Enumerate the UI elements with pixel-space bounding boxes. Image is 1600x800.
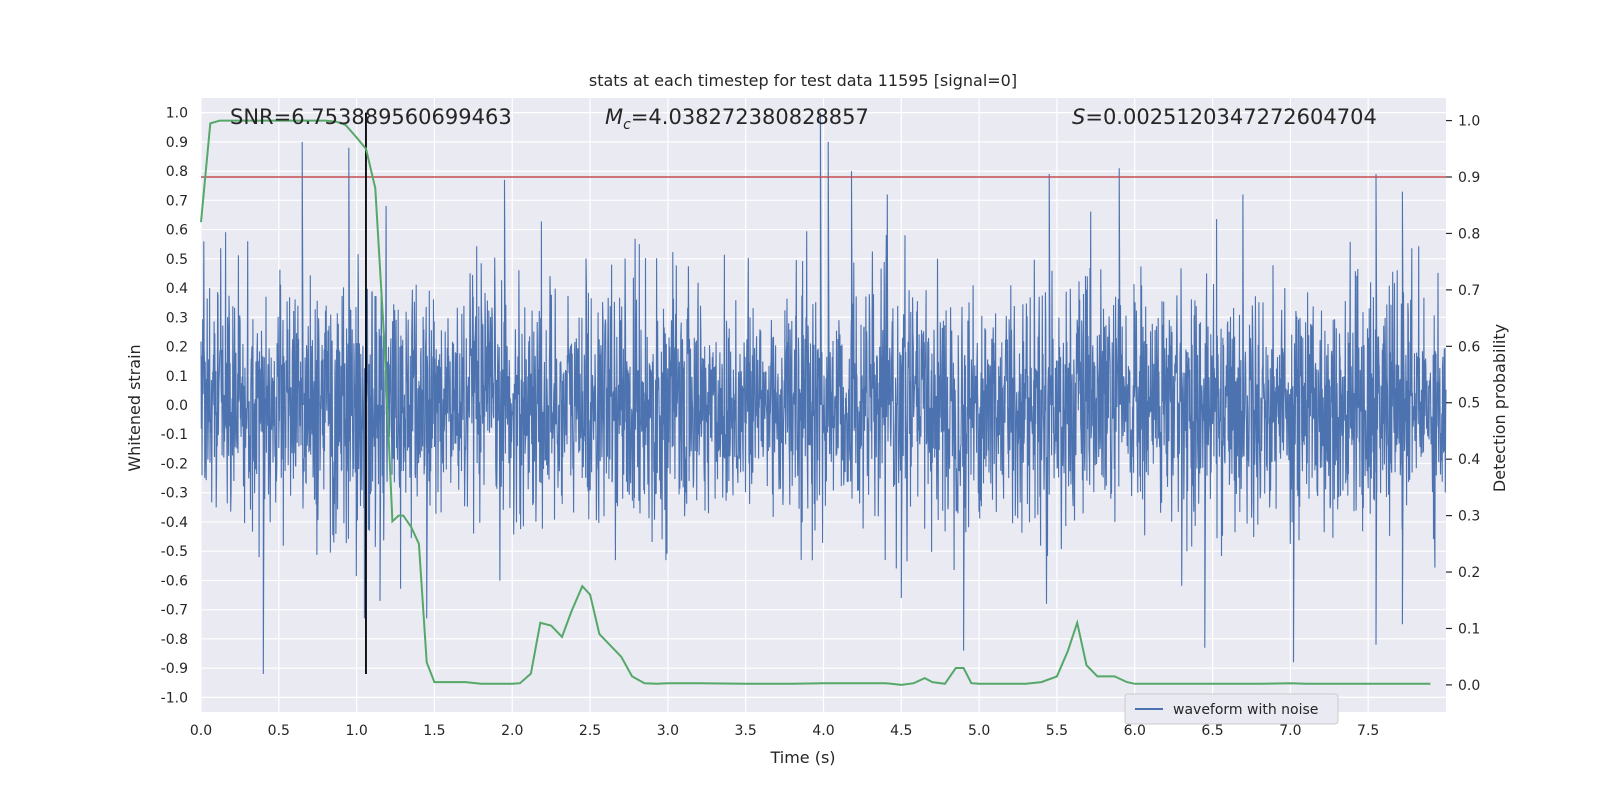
y2-tick-label: 0.5 (1458, 396, 1480, 412)
x-tick-label: 6.0 (1124, 723, 1146, 739)
x-tick-label: 0.0 (190, 723, 212, 739)
y-tick-label: -0.2 (161, 456, 188, 472)
y-tick-label: 0.6 (166, 223, 188, 239)
y2-axis-label: Detection probability (1490, 324, 1509, 492)
y-tick-label: -0.9 (161, 661, 188, 677)
snr-annotation: SNR=6.753889560699463 (230, 105, 512, 129)
y-tick-label: 0.2 (166, 340, 188, 356)
x-tick-label: 4.0 (812, 723, 834, 739)
probability-series (200, 119, 1431, 686)
y2-tick-label: 0.8 (1458, 226, 1480, 242)
x-tick-labels: 0.0 0.5 1.0 1.5 2.0 2.5 3.0 3.5 4.0 4.5 5.0 5.5 6.0 6… (190, 723, 1379, 739)
x-tick-label: 2.5 (579, 723, 601, 739)
y-tick-label: 1.0 (166, 106, 188, 122)
x-tick-label: 3.0 (657, 723, 679, 739)
y-tick-label: -1.0 (161, 690, 188, 706)
y-tick-label: 0.8 (166, 164, 188, 180)
y2-tick-label: 1.0 (1458, 114, 1480, 130)
y2-tick-label: 0.1 (1458, 621, 1480, 637)
y-tick-label: 0.5 (166, 252, 188, 268)
x-tick-label: 1.5 (423, 723, 445, 739)
y-tick-label: 0.7 (166, 193, 188, 209)
y-tick-labels: -1.0 -0.9 -0.8 -0.7 -0.6 -0.5 -0.4 -0.3 -0.2 -0.1… (161, 106, 188, 707)
x-tick-label: 2.0 (501, 723, 523, 739)
y-tick-label: -0.6 (161, 573, 188, 589)
x-tick-label: 6.5 (1201, 723, 1223, 739)
x-tick-label: 5.0 (968, 723, 990, 739)
y-tick-label: 0.4 (166, 281, 188, 297)
y-tick-label: 0.0 (166, 398, 188, 414)
y-tick-label: -0.7 (161, 603, 188, 619)
detection-probability-line (200, 119, 1431, 686)
y-tick-label: 0.3 (166, 310, 188, 326)
waveform-line (200, 112, 1447, 675)
y2-tick-label: 0.9 (1458, 170, 1480, 186)
s-annotation: S=0.0025120347272604704 (1072, 105, 1377, 129)
y-tick-label: -0.4 (161, 515, 188, 531)
y2-tick-label: 0.0 (1458, 678, 1480, 694)
x-tick-label: 4.5 (890, 723, 912, 739)
mc-annotation: Mc=4.038272380828857 (605, 105, 869, 133)
legend-entry-waveform: waveform with noise (1173, 702, 1318, 718)
x-tick-label: 1.0 (345, 723, 367, 739)
x-tick-label: 0.5 (268, 723, 290, 739)
y2-tick-labels: 0.0 0.1 0.2 0.3 0.4 0.5 0.6 0.7 0.8 0.9 1.0 (1446, 114, 1480, 694)
y-tick-label: -0.5 (161, 544, 188, 560)
x-tick-label: 5.5 (1046, 723, 1068, 739)
legend: waveform with noise (1124, 693, 1339, 725)
x-tick-label: 3.5 (735, 723, 757, 739)
y-tick-label: -0.8 (161, 632, 188, 648)
waveform-series (200, 112, 1447, 675)
y-tick-label: -0.1 (161, 427, 188, 443)
y-tick-label: 0.9 (166, 135, 188, 151)
y2-tick-label: 0.3 (1458, 509, 1480, 525)
overlays (201, 112, 1446, 674)
y-tick-label: 0.1 (166, 369, 188, 385)
x-tick-label: 7.0 (1279, 723, 1301, 739)
y-tick-label: -0.3 (161, 486, 188, 502)
x-tick-label: 7.5 (1357, 723, 1379, 739)
y2-tick-label: 0.2 (1458, 565, 1480, 581)
x-axis-label: Time (s) (769, 748, 835, 767)
y2-tick-label: 0.7 (1458, 283, 1480, 299)
y-axis-label: Whitened strain (125, 344, 144, 471)
y2-tick-label: 0.4 (1458, 452, 1480, 468)
chart-title: stats at each timestep for test data 115… (589, 71, 1017, 90)
legend-box (1124, 693, 1339, 725)
y2-tick-label: 0.6 (1458, 339, 1480, 355)
